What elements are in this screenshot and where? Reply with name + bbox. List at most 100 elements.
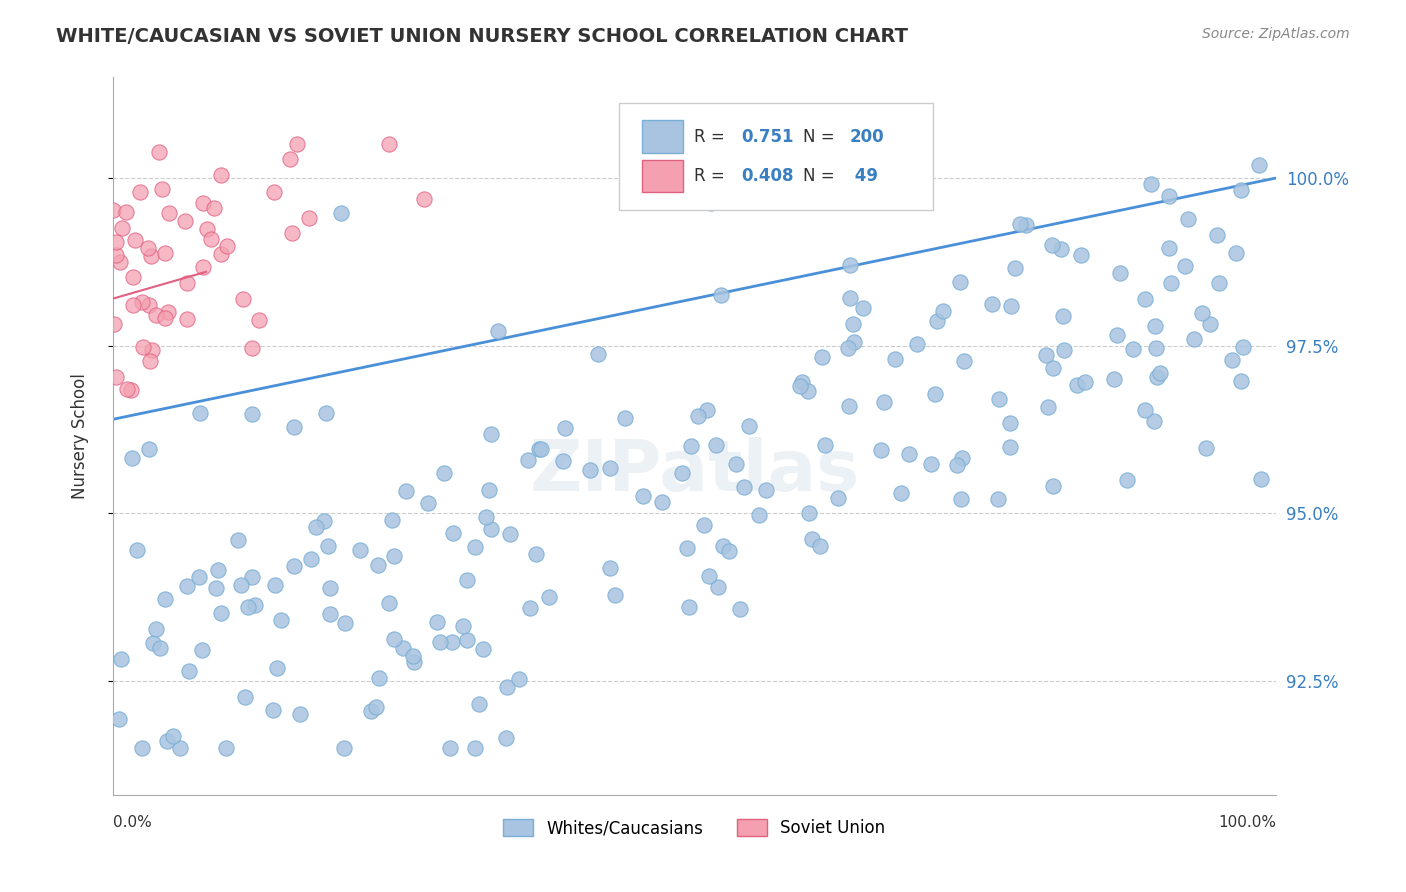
Point: [811, 350, 834, 364]
Point: [479, 522, 502, 536]
Point: [207, 563, 229, 577]
Point: [153, 311, 176, 326]
Point: [142, 636, 165, 650]
Point: [537, 590, 560, 604]
Point: [176, 578, 198, 592]
Point: [440, 635, 463, 649]
Point: [700, 195, 723, 210]
Point: [121, 450, 143, 465]
Point: [395, 484, 418, 499]
Point: [1195, 441, 1218, 455]
Point: [145, 622, 167, 636]
Point: [479, 427, 502, 442]
Point: [149, 640, 172, 655]
Point: [1050, 243, 1073, 257]
Point: [131, 740, 153, 755]
Point: [378, 596, 401, 610]
Point: [111, 221, 134, 235]
Point: [949, 492, 972, 507]
Point: [155, 591, 177, 606]
Point: [125, 542, 148, 557]
Point: [711, 539, 734, 553]
Point: [105, 369, 128, 384]
Point: [696, 402, 718, 417]
Point: [1222, 353, 1244, 368]
Point: [1053, 343, 1076, 358]
Point: [676, 541, 699, 555]
Point: [173, 213, 195, 227]
Point: [1066, 377, 1088, 392]
Point: [1035, 348, 1057, 362]
Point: [240, 407, 263, 421]
Point: [266, 660, 288, 674]
Point: [315, 406, 337, 420]
Point: [1052, 310, 1074, 324]
Point: [467, 697, 489, 711]
Point: [1225, 245, 1247, 260]
Point: [519, 601, 541, 615]
Text: Source: ZipAtlas.com: Source: ZipAtlas.com: [1202, 27, 1350, 41]
Point: [838, 399, 860, 413]
Point: [176, 277, 198, 291]
Point: [243, 598, 266, 612]
Text: 0.0%: 0.0%: [112, 814, 152, 830]
Point: [813, 438, 835, 452]
Point: [177, 664, 200, 678]
Point: [384, 632, 406, 646]
Point: [697, 569, 720, 583]
Point: [191, 642, 214, 657]
Text: R =: R =: [695, 167, 731, 185]
Point: [475, 510, 498, 524]
Point: [704, 438, 727, 452]
Point: [209, 606, 232, 620]
Point: [285, 137, 308, 152]
Text: N =: N =: [803, 128, 839, 146]
Point: [108, 255, 131, 269]
Point: [209, 247, 232, 261]
Point: [247, 313, 270, 327]
Point: [191, 196, 214, 211]
Point: [108, 712, 131, 726]
Point: [801, 532, 824, 546]
Point: [131, 295, 153, 310]
Point: [1160, 277, 1182, 291]
Point: [897, 447, 920, 461]
Point: [319, 607, 342, 622]
Point: [191, 260, 214, 274]
Point: [599, 561, 621, 575]
Legend: Whites/Caucasians, Soviet Union: Whites/Caucasians, Soviet Union: [496, 813, 893, 844]
Point: [1073, 375, 1095, 389]
Point: [1208, 276, 1230, 290]
Point: [441, 525, 464, 540]
Point: [103, 317, 125, 331]
Point: [124, 233, 146, 247]
Point: [139, 353, 162, 368]
Point: [333, 740, 356, 755]
Point: [925, 314, 948, 328]
Point: [169, 740, 191, 755]
Point: [195, 221, 218, 235]
Text: 100.0%: 100.0%: [1218, 814, 1277, 830]
Point: [949, 275, 972, 289]
Point: [1140, 178, 1163, 192]
Point: [122, 298, 145, 312]
Point: [471, 641, 494, 656]
Point: [1122, 342, 1144, 356]
Point: [478, 483, 501, 497]
Point: [633, 489, 655, 503]
Point: [429, 635, 451, 649]
Point: [333, 615, 356, 630]
Point: [671, 466, 693, 480]
Point: [1133, 293, 1156, 307]
Point: [418, 496, 440, 510]
Point: [314, 514, 336, 528]
Point: [129, 186, 152, 200]
Point: [1230, 374, 1253, 388]
Point: [998, 416, 1021, 430]
Text: ZIPatlas: ZIPatlas: [530, 437, 859, 507]
Point: [136, 241, 159, 255]
Point: [1177, 211, 1199, 226]
Text: N =: N =: [803, 167, 839, 185]
Point: [141, 249, 163, 263]
Point: [844, 334, 866, 349]
